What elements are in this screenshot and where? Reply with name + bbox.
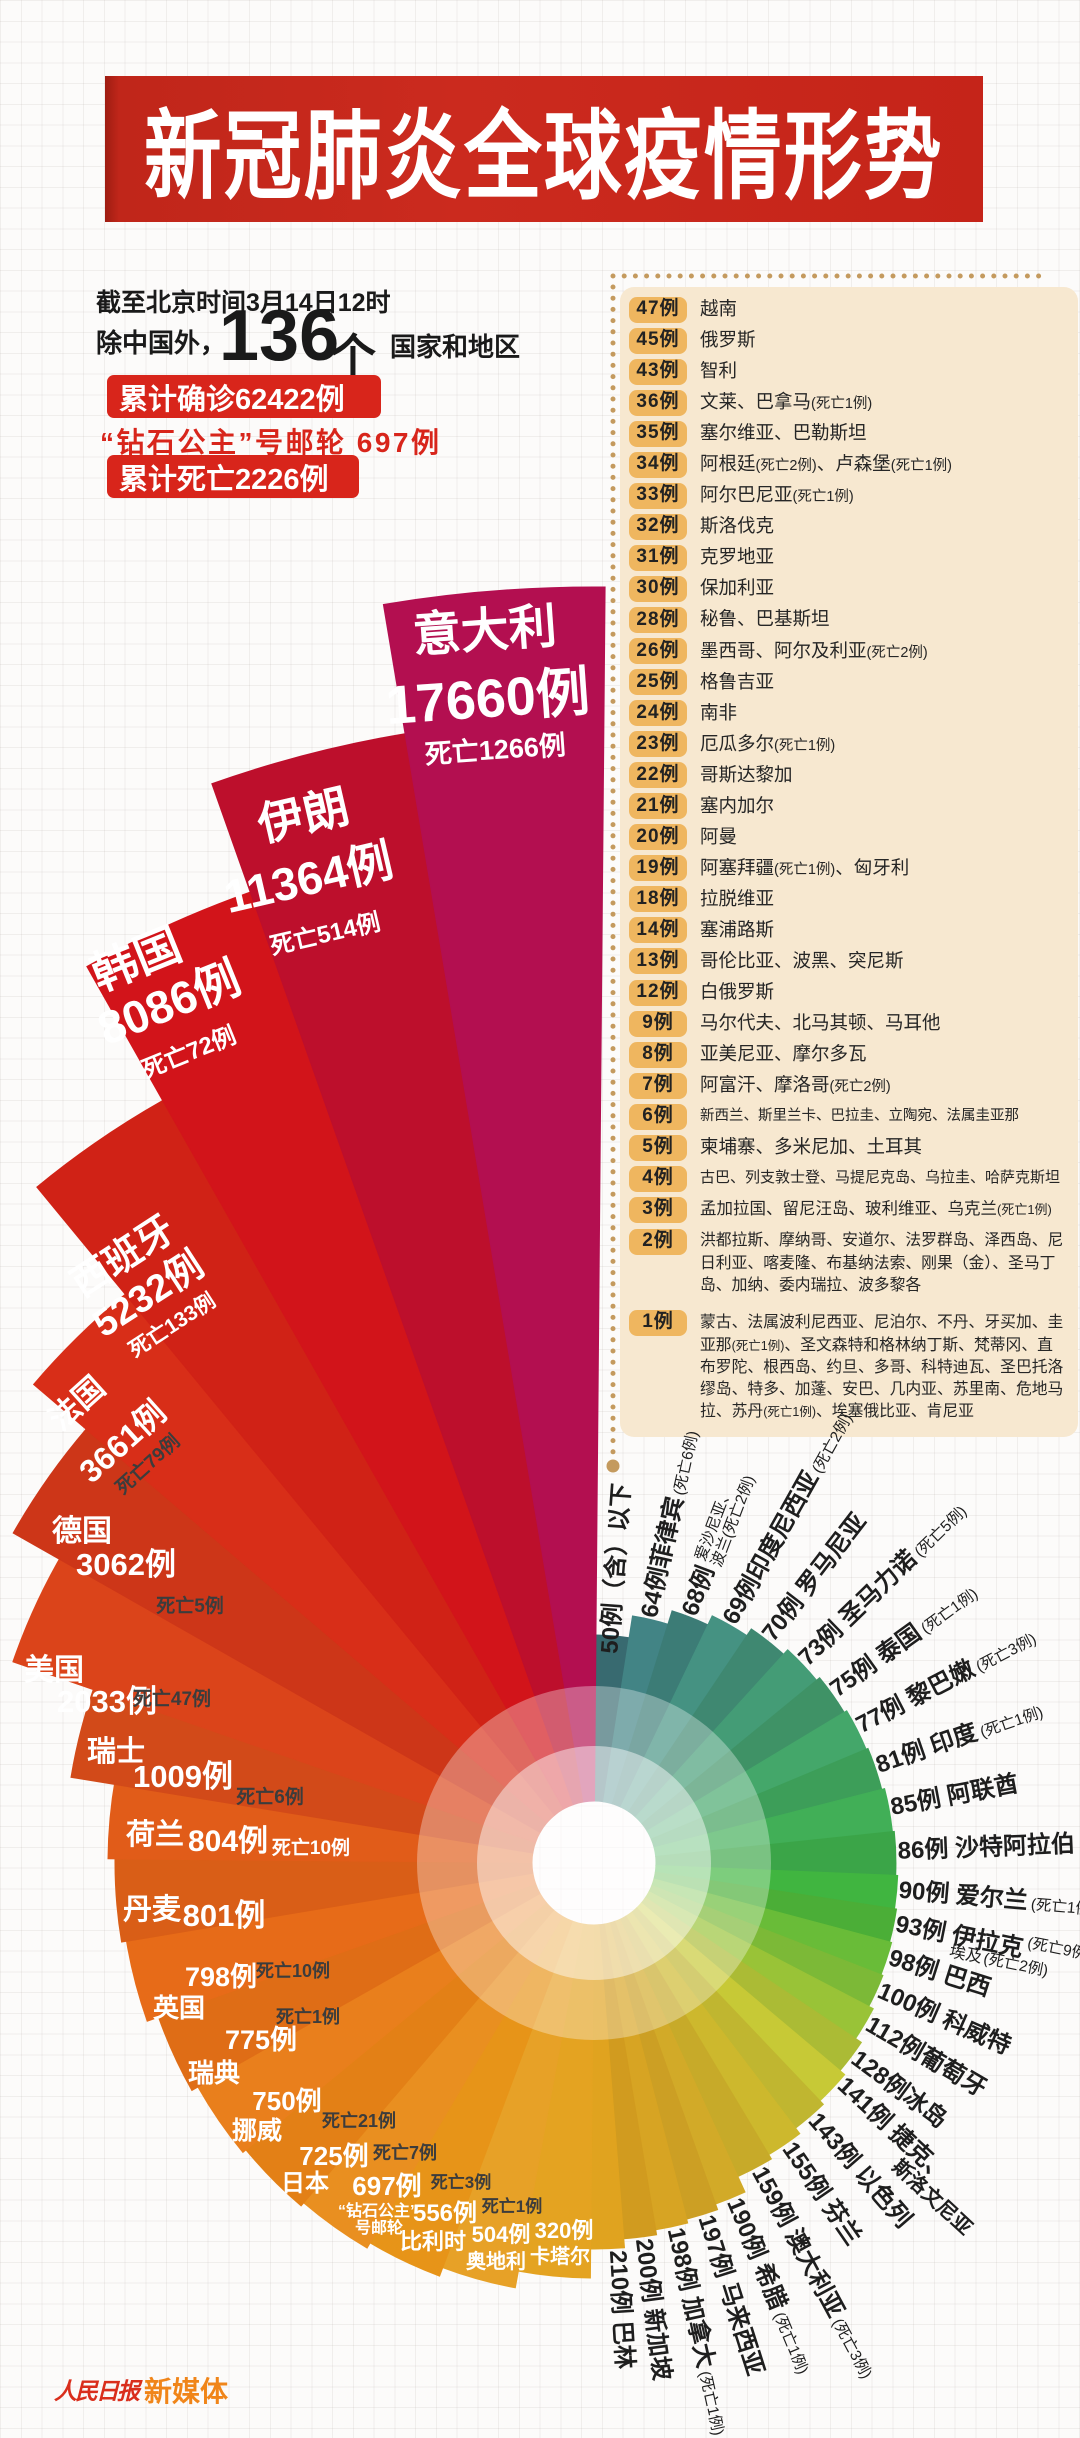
svg-text:86例 沙特阿拉伯: 86例 沙特阿拉伯 <box>897 1830 1075 1865</box>
svg-text:奥地利: 奥地利 <box>466 2249 526 2273</box>
svg-text:2033例: 2033例 <box>57 1684 157 1719</box>
svg-text:瑞士: 瑞士 <box>87 1735 145 1768</box>
svg-text:死亡5例: 死亡5例 <box>156 1594 224 1617</box>
svg-text:210例 巴林: 210例 巴林 <box>604 2250 638 2370</box>
svg-text:号邮轮: 号邮轮 <box>355 2218 403 2237</box>
svg-text:725例: 725例 <box>299 2141 368 2171</box>
svg-text:697例: 697例 <box>352 2171 421 2201</box>
svg-text:68例: 68例 <box>677 1562 720 1619</box>
svg-text:(死亡6例): (死亡6例) <box>670 1429 702 1497</box>
svg-text:美国: 美国 <box>24 1653 84 1687</box>
svg-text:意大利: 意大利 <box>411 600 558 663</box>
svg-text:卡塔尔: 卡塔尔 <box>530 2244 590 2268</box>
svg-text:(死亡3例): (死亡3例) <box>973 1630 1039 1676</box>
svg-text:81例 印度: 81例 印度 <box>872 1718 982 1779</box>
svg-text:死亡47例: 死亡47例 <box>133 1687 211 1710</box>
svg-text:死亡1例: 死亡1例 <box>276 2006 340 2027</box>
svg-text:775例: 775例 <box>225 2025 297 2055</box>
svg-text:50例（含）以下: 50例（含）以下 <box>595 1482 635 1654</box>
svg-text:“钻石公主”: “钻石公主” <box>338 2201 418 2220</box>
svg-text:(死亡1例): (死亡1例) <box>1030 1895 1080 1919</box>
svg-text:801例: 801例 <box>183 1898 266 1933</box>
svg-text:804例: 804例 <box>188 1825 268 1858</box>
svg-text:(死亡1例): (死亡1例) <box>918 1585 982 1638</box>
svg-text:死亡7例: 死亡7例 <box>373 2142 437 2163</box>
svg-text:死亡3例: 死亡3例 <box>431 2172 491 2192</box>
svg-text:死亡10例: 死亡10例 <box>272 1836 350 1859</box>
svg-text:荷兰: 荷兰 <box>126 1818 184 1851</box>
svg-text:死亡1例: 死亡1例 <box>482 2196 542 2216</box>
svg-text:750例: 750例 <box>252 2086 321 2116</box>
svg-text:丹麦: 丹麦 <box>123 1893 182 1926</box>
svg-text:挪威: 挪威 <box>232 2116 282 2145</box>
svg-text:瑞典: 瑞典 <box>188 2058 240 2088</box>
svg-text:3062例: 3062例 <box>76 1547 176 1582</box>
svg-text:798例: 798例 <box>185 1962 257 1992</box>
svg-text:(死亡1例): (死亡1例) <box>696 2369 728 2437</box>
svg-text:死亡10例: 死亡10例 <box>256 1960 330 1981</box>
svg-text:320例: 320例 <box>535 2218 594 2243</box>
svg-text:(死亡3例): (死亡3例) <box>829 2316 876 2382</box>
svg-text:死亡6例: 死亡6例 <box>236 1785 304 1808</box>
svg-text:(死亡5例): (死亡5例) <box>911 1502 971 1560</box>
svg-text:(死亡2例): (死亡2例) <box>808 1410 856 1476</box>
svg-text:(死亡1例): (死亡1例) <box>978 1703 1046 1741</box>
svg-text:日本: 日本 <box>281 2170 329 2197</box>
svg-text:504例: 504例 <box>472 2222 531 2247</box>
svg-text:85例 阿联酋: 85例 阿联酋 <box>888 1769 1020 1820</box>
svg-text:90例 爱尔兰: 90例 爱尔兰 <box>898 1876 1029 1915</box>
svg-text:556例: 556例 <box>413 2200 477 2227</box>
svg-text:英国: 英国 <box>153 1993 205 2023</box>
svg-text:(死亡1例): (死亡1例) <box>770 2309 812 2376</box>
svg-text:德国: 德国 <box>52 1515 112 1548</box>
svg-text:比利时: 比利时 <box>400 2229 466 2254</box>
svg-text:死亡21例: 死亡21例 <box>322 2110 396 2131</box>
svg-text:1009例: 1009例 <box>133 1759 233 1794</box>
svg-text:17660例: 17660例 <box>384 662 592 736</box>
